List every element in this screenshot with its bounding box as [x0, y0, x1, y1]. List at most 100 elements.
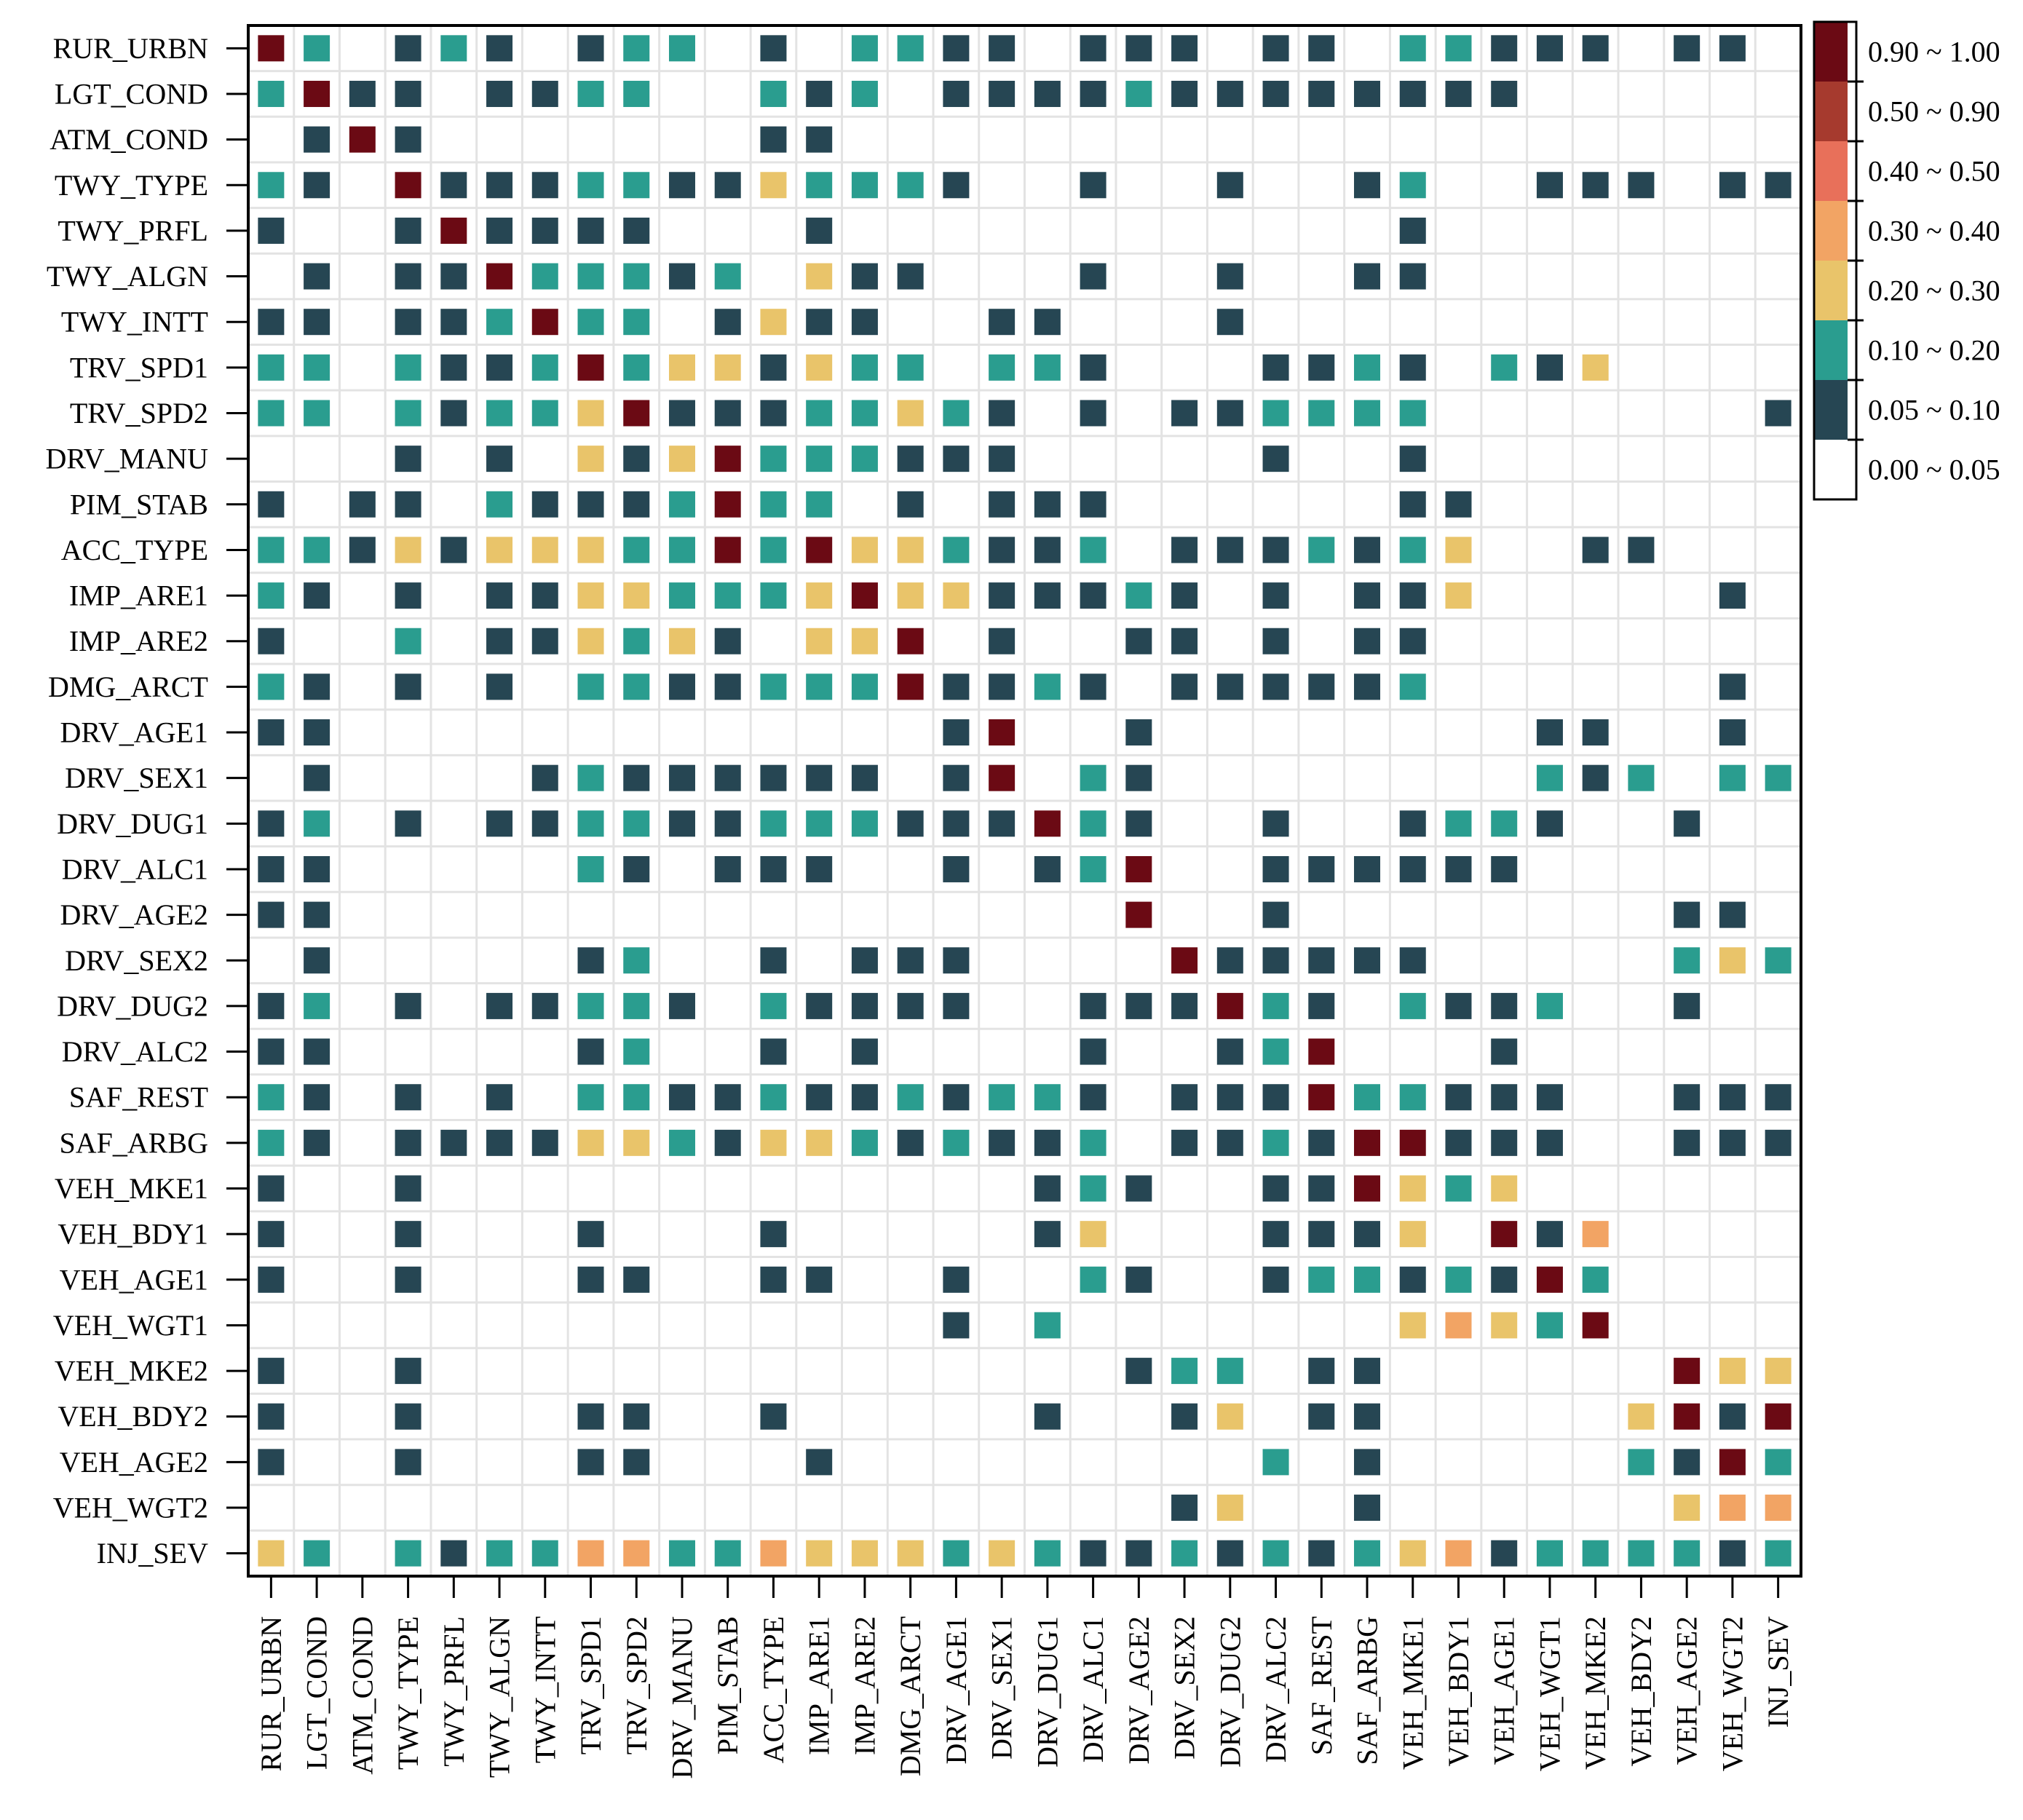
heatmap-cell: [1080, 80, 1106, 107]
heatmap-cell: [1536, 764, 1563, 791]
heatmap-cell: [623, 1266, 650, 1293]
heatmap-cell: [714, 354, 741, 381]
heatmap-cell: [1491, 1221, 1518, 1248]
y-tick-label: SAF_ARBG: [59, 1126, 208, 1159]
x-tick-label: ATM_COND: [346, 1616, 379, 1775]
heatmap-cell: [1262, 35, 1289, 62]
heatmap-cell: [1262, 810, 1289, 837]
heatmap-cell: [623, 80, 650, 107]
heatmap-cell: [531, 537, 558, 563]
heatmap-cell: [943, 400, 970, 427]
heatmap-cell: [486, 172, 513, 199]
heatmap-cell: [760, 172, 787, 199]
heatmap-cell: [304, 126, 330, 153]
heatmap-cell: [1080, 263, 1106, 290]
heatmap-cell: [304, 947, 330, 974]
heatmap-cell: [1034, 1221, 1061, 1248]
heatmap-cell: [1171, 1129, 1198, 1156]
heatmap-cell: [486, 537, 513, 563]
heatmap-cell: [851, 1129, 878, 1156]
heatmap-cell: [623, 582, 650, 609]
heatmap-cell: [806, 1266, 833, 1293]
heatmap-cell: [258, 354, 285, 381]
heatmap-cell: [577, 1540, 604, 1567]
y-tick-label: DRV_SEX2: [65, 944, 208, 977]
heatmap-cell: [1216, 1038, 1243, 1065]
heatmap-cell: [1262, 354, 1289, 381]
heatmap-cell: [1536, 1266, 1563, 1293]
heatmap-cell: [989, 400, 1016, 427]
heatmap-cell: [531, 764, 558, 791]
heatmap-cell: [1628, 537, 1655, 563]
heatmap-cell: [851, 628, 878, 654]
heatmap-cell: [258, 810, 285, 837]
heatmap-cell: [851, 1540, 878, 1567]
heatmap-cell: [897, 947, 924, 974]
heatmap-cell: [760, 446, 787, 472]
heatmap-cell: [806, 217, 833, 244]
heatmap-cell: [1308, 1266, 1335, 1293]
heatmap-cell: [577, 537, 604, 563]
heatmap-cell: [1216, 80, 1243, 107]
heatmap-cell: [1262, 1221, 1289, 1248]
y-tick-label: DRV_MANU: [46, 443, 209, 475]
heatmap-cell: [623, 217, 650, 244]
heatmap-cell: [760, 491, 787, 518]
heatmap-cell: [1536, 354, 1563, 381]
heatmap-cell: [668, 1129, 695, 1156]
heatmap-cell: [1080, 1084, 1106, 1111]
heatmap-cell: [760, 80, 787, 107]
heatmap-cell: [1354, 673, 1381, 700]
y-tick-label: DRV_AGE1: [60, 716, 208, 749]
heatmap-cell: [577, 855, 604, 882]
heatmap-cell: [304, 354, 330, 381]
y-tick-label: DRV_AGE2: [60, 898, 208, 931]
heatmap-cell: [304, 80, 330, 107]
heatmap-cell: [1399, 1266, 1426, 1293]
heatmap-cell: [440, 1129, 467, 1156]
heatmap-cell: [1125, 855, 1152, 882]
heatmap-cell: [1354, 1449, 1381, 1476]
heatmap-cell: [1354, 263, 1381, 290]
heatmap-cell: [668, 172, 695, 199]
heatmap-cell: [395, 1221, 421, 1248]
heatmap-cell: [714, 172, 741, 199]
heatmap-cell: [1080, 1175, 1106, 1202]
x-tick-label: VEH_WGT2: [1716, 1616, 1749, 1771]
heatmap-cell: [943, 80, 970, 107]
heatmap-cell: [1262, 537, 1289, 563]
heatmap-cell: [943, 537, 970, 563]
heatmap-cell: [943, 855, 970, 882]
heatmap-cell: [304, 1540, 330, 1567]
heatmap-cell: [1719, 673, 1746, 700]
heatmap-cell: [851, 446, 878, 472]
heatmap-cell: [1582, 1312, 1609, 1339]
x-tick-label: DRV_ALC2: [1259, 1616, 1292, 1762]
heatmap-cell: [304, 263, 330, 290]
heatmap-cell: [395, 172, 421, 199]
heatmap-cell: [1354, 628, 1381, 654]
heatmap-cell: [1399, 263, 1426, 290]
heatmap-cell: [1399, 1175, 1426, 1202]
heatmap-cell: [531, 217, 558, 244]
heatmap-cell: [1399, 446, 1426, 472]
y-tick-label: TWY_ALGN: [47, 260, 208, 293]
heatmap-cell: [1445, 1175, 1472, 1202]
y-tick-label: LGT_COND: [55, 77, 208, 110]
x-tick-label: DRV_MANU: [665, 1616, 698, 1779]
heatmap-cell: [1399, 537, 1426, 563]
heatmap-cell: [1216, 263, 1243, 290]
heatmap-cell: [1216, 400, 1243, 427]
heatmap-cell: [577, 1266, 604, 1293]
heatmap-cell: [1399, 1084, 1426, 1111]
heatmap-cell: [1171, 582, 1198, 609]
heatmap-cell: [1719, 1449, 1746, 1476]
heatmap-cell: [577, 263, 604, 290]
heatmap-cell: [258, 719, 285, 746]
heatmap-cell: [395, 309, 421, 336]
heatmap-cell: [1354, 1266, 1381, 1293]
heatmap-cell: [943, 764, 970, 791]
heatmap-cell: [1719, 1084, 1746, 1111]
heatmap-cell: [1216, 673, 1243, 700]
heatmap-cell: [1536, 1312, 1563, 1339]
